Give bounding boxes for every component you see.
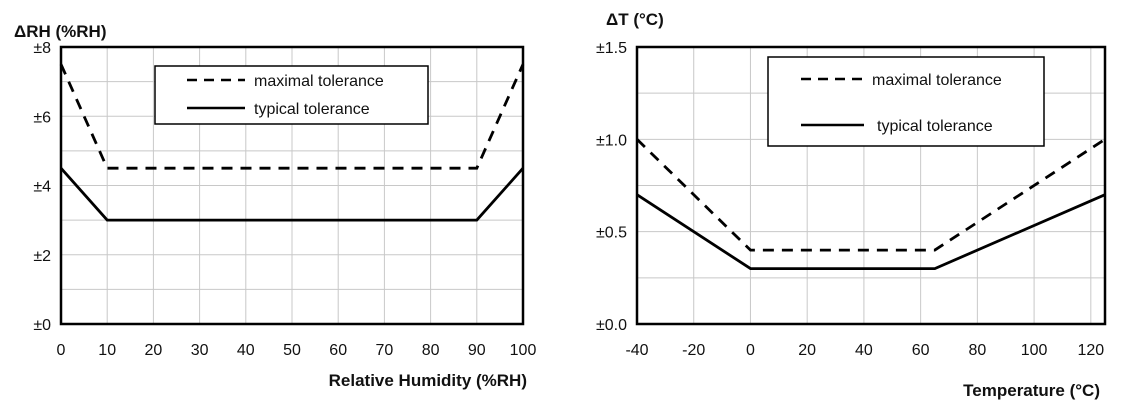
rh-series-maximal-tolerance-line [59,63,525,170]
rh-x-tick-label: 80 [422,342,440,359]
rh-legend-label-typical: typical tolerance [254,101,370,118]
t-x-tick-label: 60 [912,342,930,359]
t-y-tick-label: ±1.0 [596,132,627,149]
t-y-tick-label: ±0.0 [596,317,627,334]
t-series-maximal-tolerance-line [636,138,1106,252]
chart-temperature: ±0.0 ±0.5 ±1.0 ±1.5 -40 -20 0 20 40 60 80 100 120 Δ… [596,10,1107,400]
rh-x-tick-label: 10 [98,342,116,359]
rh-y-ticks: ±0 ±2 ±4 ±6 ±8 [33,40,51,334]
rh-x-tick-label: 60 [329,342,347,359]
t-x-tick-label: 80 [968,342,986,359]
rh-legend-label-maximal: maximal tolerance [254,73,384,90]
t-series-typical-tolerance-line [636,193,1106,271]
rh-series-layer [59,63,525,222]
t-legend-label-maximal: maximal tolerance [872,72,1002,89]
t-x-tick-label: 100 [1021,342,1048,359]
rh-legend: maximal tolerance typical tolerance [154,65,429,125]
t-x-tick-label: 120 [1077,342,1104,359]
t-legend: maximal tolerance typical tolerance [767,56,1045,147]
rh-x-tick-label: 20 [145,342,163,359]
t-series-layer [636,138,1106,271]
t-x-tick-label: 40 [855,342,873,359]
t-x-tick-label: 20 [798,342,816,359]
rh-x-tick-label: 50 [283,342,301,359]
rh-series-typical-tolerance-line [59,167,525,222]
rh-x-tick-label: 100 [510,342,537,359]
rh-plot-frame [59,45,525,326]
rh-y-tick-label: ±4 [33,179,51,196]
t-x-ticks: -40 -20 0 20 40 60 80 100 120 [625,342,1104,359]
rh-legend-box [154,65,429,125]
rh-x-tick-label: 70 [376,342,394,359]
rh-y-tick-label: ±2 [33,248,51,265]
t-x-tick-label: -40 [625,342,648,359]
t-y-axis-title: ΔT (°C) [606,10,664,29]
rh-x-tick-label: 90 [468,342,486,359]
rh-x-tick-label: 40 [237,342,255,359]
t-x-tick-label: -20 [682,342,705,359]
rh-x-axis-title: Relative Humidity (%RH) [329,371,527,390]
rh-y-tick-label: ±8 [33,40,51,57]
rh-y-tick-label: ±0 [33,317,51,334]
rh-x-tick-label: 0 [57,342,66,359]
chart-rh: ±0 ±2 ±4 ±6 ±8 0 10 20 30 40 50 60 70 80 90 100 ΔRH (%… [14,22,536,390]
rh-y-tick-label: ±6 [33,109,51,126]
t-y-ticks: ±0.0 ±0.5 ±1.0 ±1.5 [596,40,627,334]
rh-y-axis-title: ΔRH (%RH) [14,22,107,41]
t-x-tick-label: 0 [746,342,755,359]
t-legend-label-typical: typical tolerance [877,118,993,135]
rh-x-ticks: 0 10 20 30 40 50 60 70 80 90 100 [57,342,537,359]
t-plot-frame [635,45,1107,326]
t-x-axis-title: Temperature (°C) [963,381,1100,400]
rh-x-tick-label: 30 [191,342,209,359]
t-y-tick-label: ±1.5 [596,40,627,57]
t-legend-box [767,56,1045,147]
t-y-tick-label: ±0.5 [596,225,627,242]
